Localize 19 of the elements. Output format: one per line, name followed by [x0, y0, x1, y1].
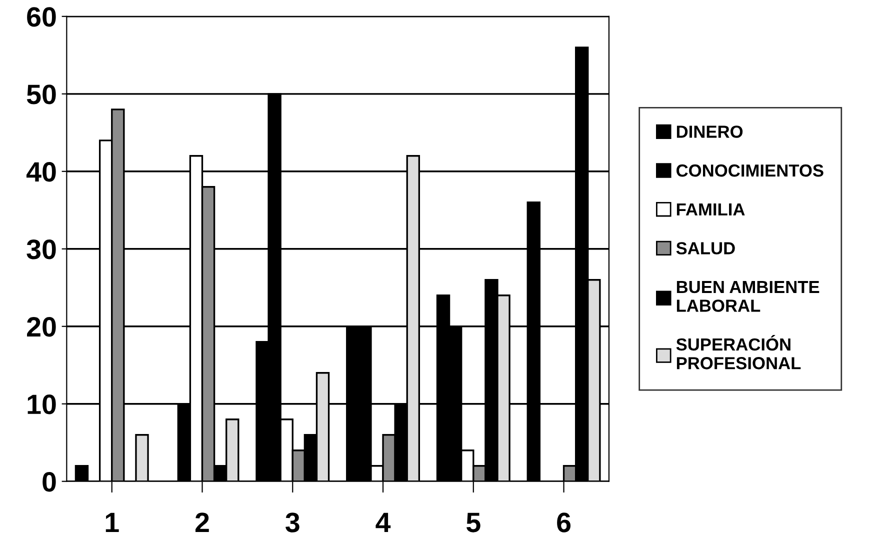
legend-label: DINERO: [676, 126, 743, 138]
legend-label: SALUD: [676, 242, 735, 254]
x-tick-label: 2: [195, 512, 209, 532]
x-tick-label: 6: [557, 512, 570, 532]
y-tick-label: 50: [26, 84, 56, 104]
y-tick-label: 20: [27, 317, 56, 337]
y-tick-label: 30: [26, 240, 56, 260]
y-tick-label: 40: [26, 162, 56, 182]
legend-label: SUPERACIÓN PROFESIONAL: [676, 335, 801, 370]
x-tick-label: 1: [106, 512, 119, 532]
legend-label: FAMILIA: [676, 203, 745, 216]
x-tick-label: 4: [376, 512, 391, 532]
y-tick-label: 10: [28, 394, 56, 414]
y-tick-label: 0: [42, 472, 56, 492]
x-tick-label: 3: [286, 512, 300, 532]
x-tick-label: 5: [466, 512, 480, 532]
legend-label: CONOCIMIENTOS: [676, 164, 824, 177]
y-tick-label: 60: [27, 7, 56, 27]
legend-label: BUEN AMBIENTE LABORAL: [676, 281, 820, 312]
